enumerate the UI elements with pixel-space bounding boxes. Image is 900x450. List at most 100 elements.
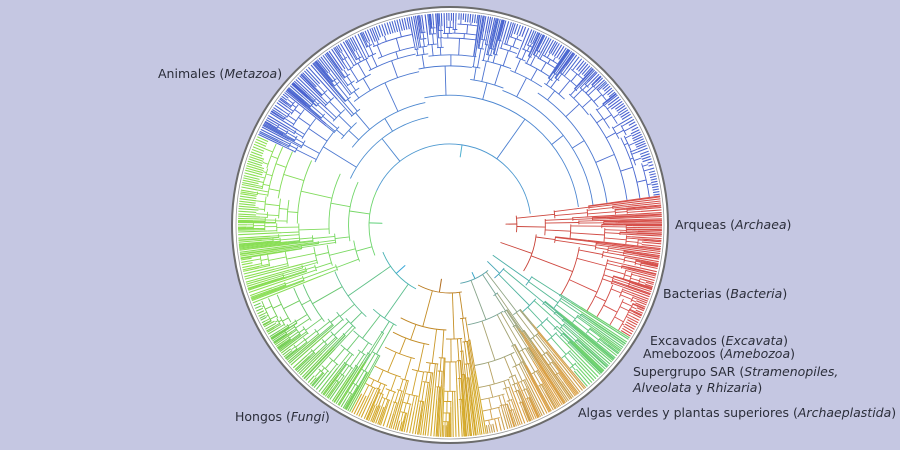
tree-branch bbox=[590, 73, 600, 83]
tree-branch bbox=[569, 341, 575, 347]
tree-branch bbox=[436, 13, 439, 31]
tree-branch bbox=[471, 14, 474, 23]
tree-branch bbox=[540, 384, 546, 393]
tree-branch bbox=[597, 334, 621, 353]
tree-branch bbox=[652, 188, 659, 191]
tree-branch bbox=[269, 329, 281, 338]
tree-branch bbox=[377, 406, 385, 425]
tree-branch bbox=[461, 410, 465, 437]
tree-branch bbox=[571, 366, 576, 371]
tree-arc bbox=[620, 125, 627, 136]
tree-arc bbox=[351, 102, 426, 148]
tree-branch bbox=[362, 31, 369, 43]
tree-branch bbox=[631, 273, 639, 277]
tree-branch bbox=[318, 373, 324, 380]
tree-branch bbox=[578, 336, 611, 365]
tree-arc bbox=[276, 124, 280, 129]
tree-branch bbox=[302, 144, 320, 154]
tree-branch bbox=[323, 92, 332, 101]
tree-branch bbox=[537, 370, 543, 379]
tree-branch bbox=[525, 365, 552, 412]
tree-branch bbox=[626, 237, 642, 240]
tree-arc bbox=[328, 357, 339, 366]
tree-branch bbox=[512, 409, 515, 414]
tree-arc bbox=[579, 313, 583, 317]
tree-branch bbox=[587, 207, 613, 211]
tree-branch bbox=[456, 384, 460, 437]
tree-branch bbox=[443, 358, 446, 388]
tree-arc bbox=[481, 59, 491, 63]
tree-branch bbox=[267, 214, 279, 217]
tree-arc bbox=[353, 382, 359, 387]
tree-branch bbox=[442, 358, 445, 389]
tree-branch bbox=[628, 121, 636, 126]
tree-branch bbox=[500, 20, 507, 37]
tree-branch bbox=[305, 333, 319, 345]
tree-branch bbox=[272, 335, 280, 342]
tree-branch bbox=[341, 51, 346, 59]
tree-branch bbox=[260, 258, 269, 261]
tree-branch bbox=[249, 153, 265, 160]
tree-branch bbox=[320, 99, 327, 106]
tree-branch bbox=[413, 395, 418, 412]
tree-branch bbox=[358, 58, 361, 63]
tree-branch bbox=[254, 305, 262, 309]
tree-branch bbox=[286, 88, 312, 110]
tree-branch bbox=[262, 124, 290, 140]
tree-branch bbox=[428, 25, 431, 35]
tree-branch bbox=[250, 287, 277, 298]
tree-branch bbox=[256, 189, 269, 193]
tree-branch bbox=[582, 85, 588, 91]
tree-arc bbox=[515, 56, 526, 62]
tree-branch bbox=[244, 263, 304, 280]
tree-branch bbox=[641, 155, 651, 160]
tree-branch bbox=[289, 265, 303, 271]
tree-branch bbox=[271, 282, 286, 289]
tree-branch bbox=[300, 341, 308, 348]
tree-branch bbox=[498, 395, 503, 406]
tree-branch bbox=[626, 240, 639, 243]
tree-branch bbox=[524, 29, 533, 46]
tree-arc bbox=[276, 318, 281, 326]
tree-branch bbox=[292, 328, 297, 332]
tree-branch bbox=[263, 122, 284, 135]
tree-branch bbox=[463, 374, 467, 398]
tree-arc bbox=[639, 262, 642, 267]
tree-branch bbox=[611, 244, 661, 253]
tree-branch bbox=[265, 322, 277, 330]
tree-branch bbox=[242, 179, 259, 185]
tree-branch bbox=[300, 74, 316, 90]
tree-branch bbox=[595, 247, 609, 251]
tree-branch bbox=[574, 345, 603, 374]
tree-branch bbox=[398, 18, 403, 31]
tree-branch bbox=[488, 420, 491, 425]
tree-branch bbox=[251, 283, 292, 301]
tree-branch bbox=[554, 206, 589, 213]
tree-arc bbox=[553, 210, 556, 219]
tree-branch bbox=[421, 401, 425, 415]
tree-branch bbox=[312, 235, 335, 239]
tree-arc bbox=[344, 96, 351, 103]
tree-arc bbox=[293, 344, 298, 350]
tree-branch bbox=[457, 360, 460, 379]
tree-branch bbox=[612, 205, 629, 209]
tree-branch bbox=[345, 354, 353, 364]
tree-branch bbox=[287, 87, 308, 105]
tree-branch bbox=[539, 385, 545, 395]
tree-branch bbox=[290, 247, 302, 251]
tree-branch bbox=[432, 27, 435, 34]
tree-branch bbox=[476, 15, 482, 48]
tree-branch bbox=[321, 367, 325, 372]
tree-branch bbox=[274, 320, 279, 323]
tree-branch bbox=[393, 402, 398, 414]
tree-branch bbox=[569, 350, 581, 363]
tree-branch bbox=[263, 123, 284, 136]
tree-branch bbox=[553, 48, 569, 71]
tree-branch bbox=[497, 417, 500, 424]
tree-branch bbox=[349, 68, 359, 82]
tree-branch bbox=[261, 238, 274, 241]
tree-branch bbox=[239, 243, 290, 251]
tree-arc bbox=[301, 275, 305, 282]
tree-branch bbox=[328, 50, 343, 71]
tree-branch bbox=[498, 423, 502, 431]
